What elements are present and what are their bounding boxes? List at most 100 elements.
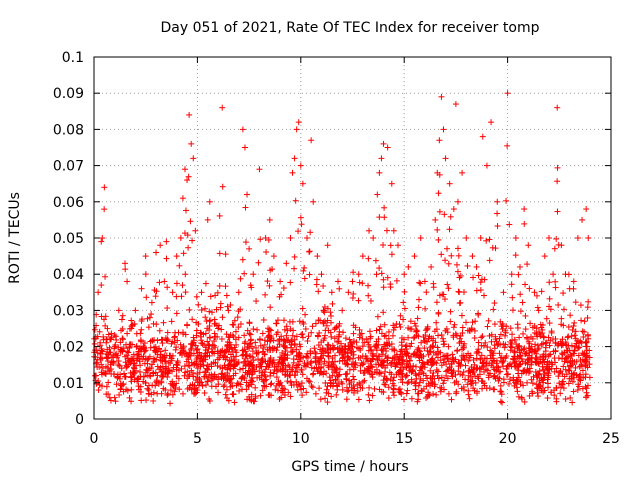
data-point: [491, 321, 498, 328]
data-point: [278, 387, 285, 394]
data-point: [506, 221, 513, 228]
data-point: [105, 351, 112, 358]
data-point: [554, 178, 561, 185]
data-point: [312, 320, 319, 327]
data-point: [387, 281, 394, 288]
data-point: [280, 285, 287, 292]
data-point: [538, 324, 545, 331]
data-point: [546, 295, 553, 302]
data-point: [291, 340, 298, 347]
data-point: [296, 350, 303, 357]
data-point: [259, 387, 266, 394]
data-point: [242, 239, 249, 246]
data-point: [175, 375, 182, 382]
data-point: [250, 326, 257, 333]
data-point: [579, 216, 586, 223]
data-point: [519, 299, 526, 306]
data-point: [113, 350, 120, 357]
data-point: [423, 289, 430, 296]
data-point: [509, 294, 516, 301]
data-point: [162, 357, 169, 364]
data-point: [400, 299, 407, 306]
data-point: [246, 396, 253, 403]
data-point: [394, 242, 401, 249]
data-point: [316, 329, 323, 336]
data-point: [487, 370, 494, 377]
data-point: [477, 287, 484, 294]
data-point: [299, 305, 306, 312]
data-point: [424, 325, 431, 332]
data-point: [503, 365, 510, 372]
data-point: [561, 349, 568, 356]
data-point: [579, 350, 586, 357]
data-point: [224, 376, 231, 383]
data-point: [414, 315, 421, 322]
grid-lines: [94, 57, 611, 419]
data-point: [526, 349, 533, 356]
data-point: [92, 347, 99, 354]
data-point: [425, 391, 432, 398]
data-point: [454, 245, 461, 252]
data-point: [518, 394, 525, 401]
data-point: [382, 364, 389, 371]
data-point: [536, 382, 543, 389]
data-point: [215, 322, 222, 329]
data-point: [242, 355, 249, 362]
data-point: [231, 399, 238, 406]
data-point: [435, 309, 442, 316]
data-point: [127, 341, 134, 348]
data-point: [253, 344, 260, 351]
data-point: [308, 364, 315, 371]
data-point: [248, 284, 255, 291]
data-point: [306, 248, 313, 255]
data-point: [368, 363, 375, 370]
data-point: [303, 389, 310, 396]
data-point: [419, 359, 426, 366]
data-point: [266, 338, 273, 345]
data-point: [552, 347, 559, 354]
data-point: [178, 365, 185, 372]
data-point: [218, 326, 225, 333]
data-point: [266, 282, 273, 289]
data-point: [181, 363, 188, 370]
data-point: [142, 253, 149, 260]
data-point: [559, 378, 566, 385]
data-point: [508, 344, 515, 351]
data-point: [206, 371, 213, 378]
data-point: [416, 279, 423, 286]
data-point: [112, 351, 119, 358]
data-point: [285, 336, 292, 343]
data-point: [581, 328, 588, 335]
data-point: [150, 369, 157, 376]
axis-ticks: 0 0.01 0.02 0.03 0.04 0.05 0.06 0.07 0.08 0.09 0.1…: [53, 50, 620, 447]
data-point: [250, 271, 257, 278]
data-point: [193, 327, 200, 334]
data-point: [470, 274, 477, 281]
data-point: [482, 339, 489, 346]
data-point: [560, 306, 567, 313]
data-point: [477, 366, 484, 373]
data-point: [434, 350, 441, 357]
data-point: [327, 345, 334, 352]
data-point: [430, 349, 437, 356]
data-point: [479, 359, 486, 366]
data-point: [324, 305, 331, 312]
data-point: [396, 389, 403, 396]
data-point: [563, 354, 570, 361]
data-point: [577, 357, 584, 364]
data-point: [396, 353, 403, 360]
data-point: [295, 119, 302, 126]
data-point: [320, 320, 327, 327]
data-point: [153, 249, 160, 256]
data-point: [572, 335, 579, 342]
y-tick-label: 0: [75, 412, 84, 428]
data-point: [137, 330, 144, 337]
data-point: [230, 365, 237, 372]
data-point: [262, 235, 269, 241]
data-point: [449, 351, 456, 358]
data-point: [584, 382, 591, 389]
data-point: [403, 364, 410, 371]
data-point: [328, 319, 335, 326]
data-point: [194, 365, 201, 372]
data-point: [500, 340, 507, 347]
